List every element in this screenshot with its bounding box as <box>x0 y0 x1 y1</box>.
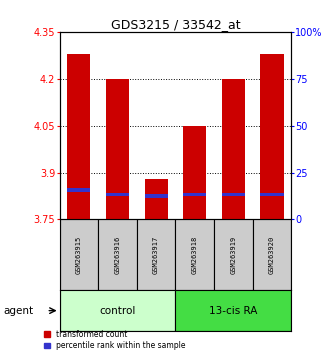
Bar <box>145 194 168 198</box>
Text: control: control <box>99 306 136 316</box>
Bar <box>106 79 129 219</box>
Bar <box>67 188 90 192</box>
Bar <box>260 54 284 219</box>
Bar <box>183 193 206 196</box>
Legend: transformed count, percentile rank within the sample: transformed count, percentile rank withi… <box>44 330 185 350</box>
Bar <box>222 79 245 219</box>
Text: agent: agent <box>3 306 33 316</box>
Bar <box>60 219 98 290</box>
Bar <box>67 54 90 219</box>
Text: 13-cis RA: 13-cis RA <box>209 306 258 316</box>
Bar <box>214 219 253 290</box>
Bar <box>260 193 284 196</box>
Bar <box>60 290 175 331</box>
Bar <box>98 219 137 290</box>
Text: GSM263917: GSM263917 <box>153 236 159 274</box>
Text: GSM263919: GSM263919 <box>230 236 236 274</box>
Text: GSM263918: GSM263918 <box>192 236 198 274</box>
Bar <box>175 219 214 290</box>
Bar <box>253 219 291 290</box>
Bar <box>175 290 291 331</box>
Bar <box>222 193 245 196</box>
Bar <box>106 193 129 196</box>
Title: GDS3215 / 33542_at: GDS3215 / 33542_at <box>111 18 240 31</box>
Text: GSM263915: GSM263915 <box>76 236 82 274</box>
Bar <box>145 179 168 219</box>
Bar <box>137 219 175 290</box>
Text: GSM263920: GSM263920 <box>269 236 275 274</box>
Bar <box>183 126 206 219</box>
Text: GSM263916: GSM263916 <box>115 236 120 274</box>
